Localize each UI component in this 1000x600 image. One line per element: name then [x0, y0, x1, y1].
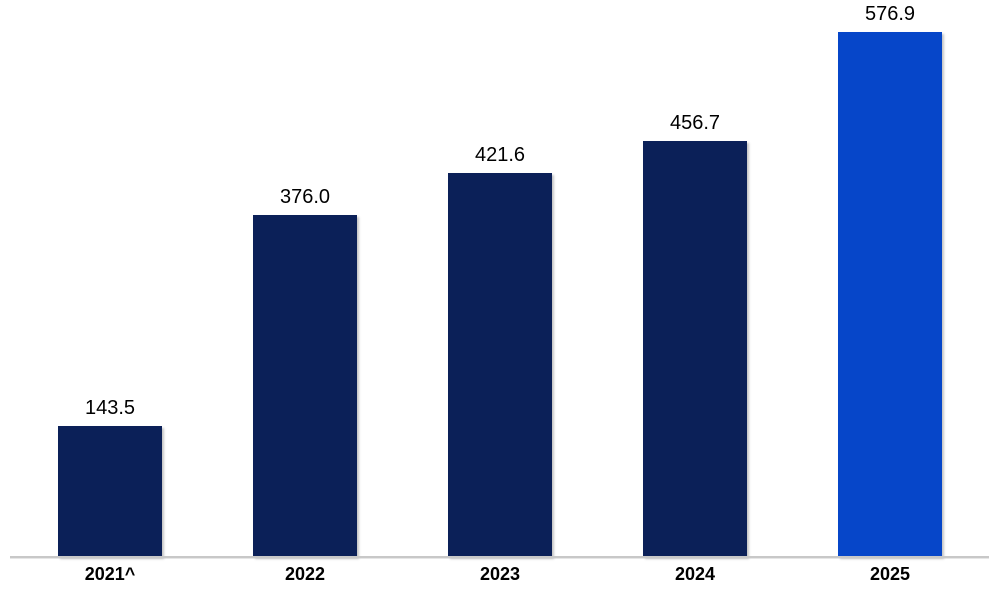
x-axis-label-2025: 2025	[869, 564, 911, 584]
x-axis-line	[10, 556, 989, 558]
value-label-2023: 421.6	[474, 144, 526, 166]
bar-2025	[838, 32, 942, 557]
value-label-2024: 456.7	[669, 112, 721, 134]
value-label-2022: 376.0	[279, 186, 331, 208]
bar-2021	[58, 426, 162, 557]
value-label-2021: 143.5	[84, 397, 136, 419]
x-axis-label-2024: 2024	[674, 564, 716, 584]
x-axis-label-2021: 2021^	[84, 564, 136, 584]
x-axis-label-2023: 2023	[479, 564, 521, 584]
bar-2022	[253, 215, 357, 557]
bar-2024	[643, 141, 747, 557]
value-label-2025: 576.9	[864, 3, 916, 25]
x-axis-label-2022: 2022	[284, 564, 326, 584]
bar-2023	[448, 173, 552, 557]
